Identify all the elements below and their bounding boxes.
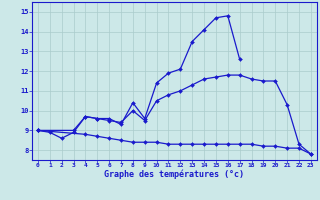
- X-axis label: Graphe des températures (°c): Graphe des températures (°c): [104, 170, 244, 179]
